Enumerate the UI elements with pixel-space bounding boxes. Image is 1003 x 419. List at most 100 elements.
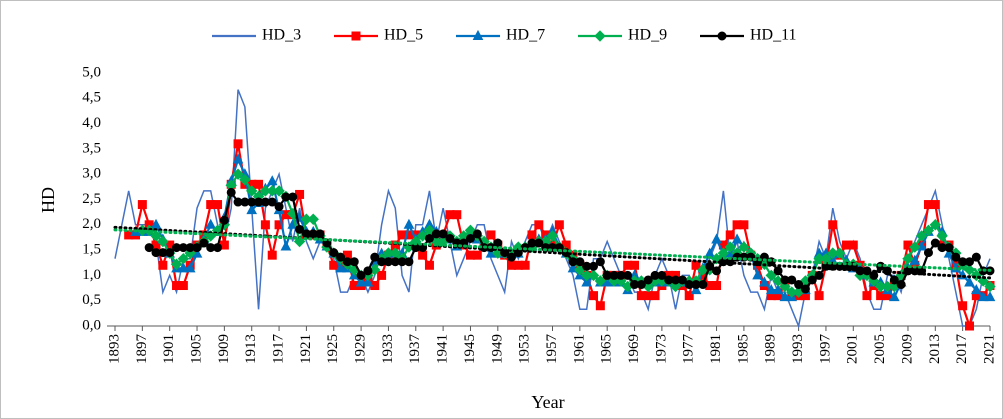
marker xyxy=(807,275,817,285)
marker xyxy=(923,248,933,258)
y-tick-label: 1,0 xyxy=(82,267,101,283)
x-tick-label: 1937 xyxy=(407,334,423,365)
marker xyxy=(274,202,284,212)
marker xyxy=(177,252,190,265)
marker xyxy=(575,257,585,267)
marker xyxy=(520,260,530,270)
marker xyxy=(213,200,223,210)
marker xyxy=(594,275,607,287)
marker xyxy=(288,192,298,202)
marker xyxy=(712,266,722,276)
marker xyxy=(909,254,921,265)
marker xyxy=(630,260,640,270)
marker xyxy=(150,230,162,242)
marker xyxy=(493,238,503,248)
marker xyxy=(984,280,996,293)
x-tick-label: 1985 xyxy=(735,334,751,364)
y-tick-label: 1,5 xyxy=(82,242,101,258)
marker xyxy=(738,241,750,253)
marker xyxy=(896,280,906,290)
marker xyxy=(930,200,940,210)
marker xyxy=(833,247,846,259)
x-tick-label: 1949 xyxy=(489,334,505,364)
marker xyxy=(698,280,708,290)
y-tick-label: 3,5 xyxy=(82,140,101,156)
marker xyxy=(773,266,783,276)
marker xyxy=(848,240,858,250)
x-tick-label: 1969 xyxy=(626,334,642,364)
marker xyxy=(335,262,346,273)
marker xyxy=(589,291,599,301)
marker xyxy=(958,301,968,311)
marker xyxy=(465,233,475,243)
marker xyxy=(192,243,202,253)
y-tick-label: 5,0 xyxy=(82,64,101,80)
y-tick-label: 0,5 xyxy=(82,292,101,308)
marker xyxy=(254,179,264,189)
marker xyxy=(351,31,361,41)
legend-item: HD_7 xyxy=(456,27,545,44)
x-tick-label: 1953 xyxy=(517,334,533,364)
marker xyxy=(438,229,448,239)
marker xyxy=(418,250,428,260)
marker xyxy=(650,291,660,301)
marker xyxy=(936,230,948,242)
marker xyxy=(199,238,209,248)
x-tick-label: 1961 xyxy=(571,334,587,364)
x-tick-label: 1973 xyxy=(653,334,669,364)
legend-label: HD_5 xyxy=(384,27,423,44)
marker xyxy=(752,269,763,280)
x-tick-label: 1933 xyxy=(380,334,396,364)
marker xyxy=(915,230,928,242)
x-tick-label: 1941 xyxy=(435,334,451,364)
marker xyxy=(144,243,154,253)
marker xyxy=(472,229,482,239)
x-tick-label: 1917 xyxy=(271,334,287,365)
marker xyxy=(779,291,791,302)
marker xyxy=(595,301,605,311)
x-tick-label: 1905 xyxy=(188,334,204,364)
marker xyxy=(178,281,188,291)
marker xyxy=(219,215,229,225)
x-axis-label: Year xyxy=(531,392,564,412)
marker xyxy=(828,220,838,230)
x-tick-label: 2013 xyxy=(927,334,943,364)
marker xyxy=(452,210,462,220)
marker xyxy=(246,204,258,215)
marker xyxy=(669,280,682,293)
trend-line xyxy=(113,228,992,272)
marker xyxy=(971,252,981,262)
x-tick-label: 1929 xyxy=(353,334,369,364)
marker xyxy=(404,257,414,267)
x-tick-label: 1945 xyxy=(462,334,478,364)
marker xyxy=(684,291,694,301)
x-tick-label: 2005 xyxy=(872,334,888,364)
marker xyxy=(363,266,373,276)
y-tick-label: 3,0 xyxy=(82,166,101,182)
marker xyxy=(964,321,974,331)
marker xyxy=(239,174,251,186)
marker xyxy=(587,269,600,282)
marker xyxy=(862,291,872,301)
legend-item: HD_11 xyxy=(700,27,797,44)
marker xyxy=(486,230,496,240)
marker xyxy=(636,280,646,290)
marker xyxy=(814,291,824,301)
marker xyxy=(724,241,736,253)
x-tick-label: 2017 xyxy=(954,334,970,365)
y-tick-label: 0,0 xyxy=(82,317,101,333)
marker xyxy=(403,218,415,229)
y-axis-label: HD xyxy=(38,187,58,213)
x-tick-label: 1893 xyxy=(106,334,122,364)
marker xyxy=(759,276,770,287)
marker xyxy=(267,197,277,207)
marker xyxy=(260,220,270,230)
marker xyxy=(970,284,982,295)
x-tick-label: 2009 xyxy=(899,334,915,364)
marker xyxy=(274,220,284,230)
marker xyxy=(690,284,702,295)
marker xyxy=(643,275,653,285)
marker xyxy=(554,220,564,230)
